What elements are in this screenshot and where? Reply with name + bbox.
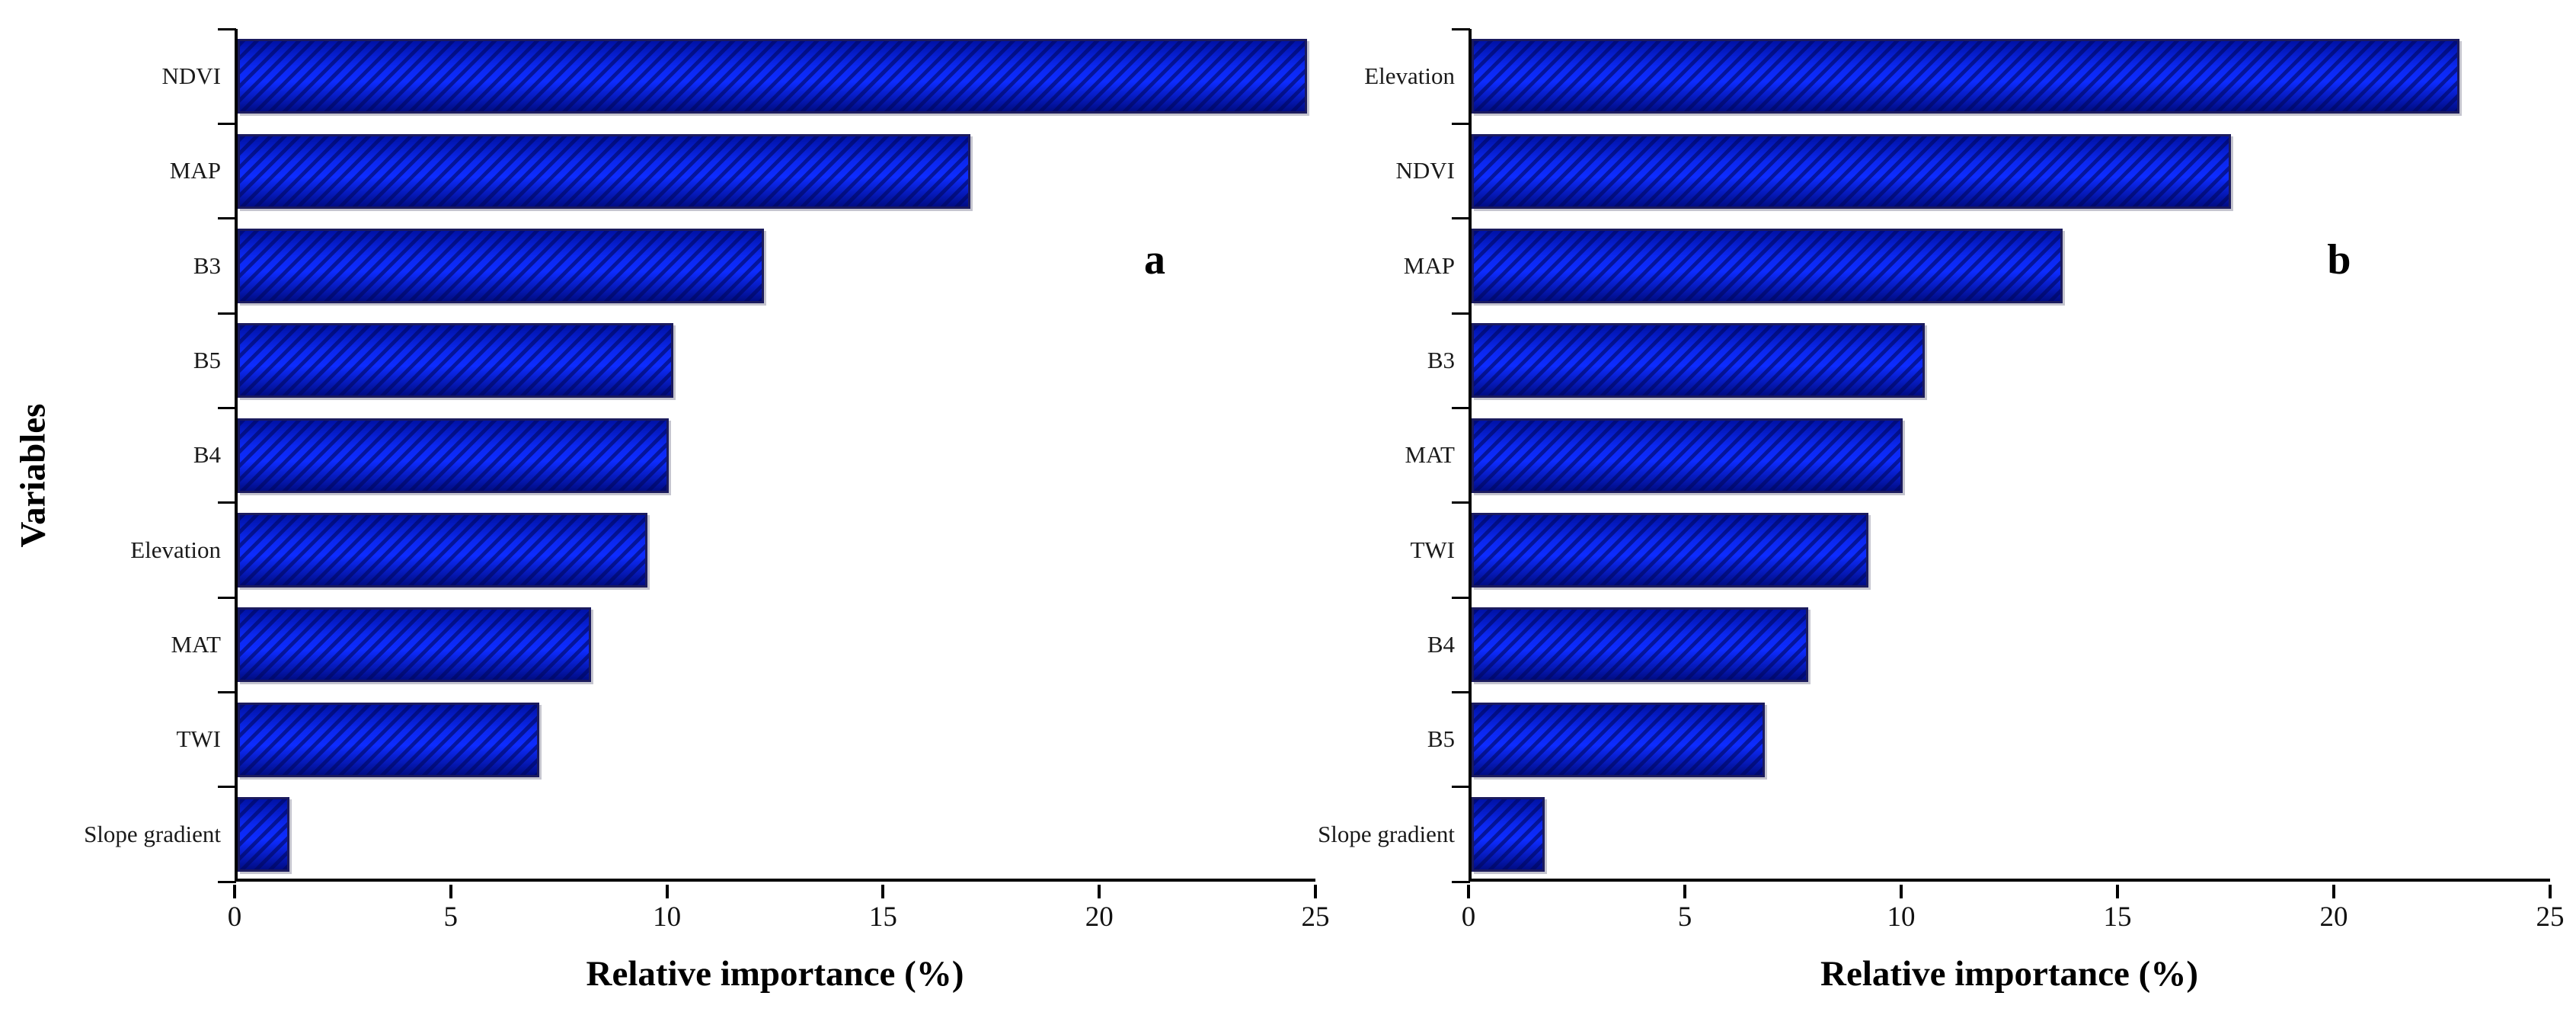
y-axis-tick <box>218 596 236 599</box>
x-axis-tick <box>881 885 885 898</box>
y-axis-tick <box>218 880 236 883</box>
x-axis-tick <box>2116 885 2119 898</box>
x-tick-label: 0 <box>1461 901 1476 933</box>
x-tick-label: 5 <box>1677 901 1692 933</box>
plot-area-b <box>1469 29 2550 882</box>
bar-ndvi <box>238 39 1307 114</box>
category-label: MAT <box>171 631 221 658</box>
category-label: Elevation <box>130 536 221 563</box>
x-axis-tick <box>1683 885 1686 898</box>
bar-map <box>1472 228 2063 303</box>
y-axis-tick <box>218 406 236 409</box>
category-label: B3 <box>193 251 221 279</box>
x-tick-label: 15 <box>868 901 897 933</box>
bar-b4 <box>238 418 669 493</box>
bar-mat <box>1472 418 1903 493</box>
x-axis-tick <box>2332 885 2335 898</box>
x-tick-label: 25 <box>1301 901 1330 933</box>
y-axis-tick <box>218 312 236 315</box>
x-tick-label: 15 <box>2103 901 2132 933</box>
category-label: B5 <box>1427 725 1455 753</box>
panel-letter-b: b <box>2327 236 2351 283</box>
x-tick-label: 5 <box>443 901 459 933</box>
bar-b5 <box>238 323 673 399</box>
panel-a: a Relative importance (%) NDVI MAP B3 B5 B4 E… <box>84 27 1330 992</box>
x-axis-title-a: Relative importance (%) <box>586 954 964 994</box>
panel-b: b Relative importance (%) Elevation NDVI M… <box>1318 27 2565 992</box>
x-tick-label: 0 <box>227 901 242 933</box>
y-axis-tick <box>218 122 236 125</box>
y-axis-tick <box>1452 786 1470 789</box>
y-axis-tick <box>1452 122 1470 125</box>
category-label: MAT <box>1405 441 1455 469</box>
x-axis-tick <box>2549 885 2552 898</box>
bar-elevation <box>238 512 647 588</box>
x-tick-label: 25 <box>2536 901 2565 933</box>
y-axis-tick <box>1452 27 1470 30</box>
y-axis-tick <box>218 27 236 30</box>
x-axis-tick <box>1467 885 1470 898</box>
bar-twi <box>1472 512 1869 588</box>
category-label: Slope gradient <box>84 820 221 847</box>
category-label: Elevation <box>1364 62 1455 90</box>
bar-ndvi <box>1472 133 2231 209</box>
y-axis-tick <box>218 501 236 504</box>
y-axis-tick <box>1452 501 1470 504</box>
y-axis-tick <box>218 786 236 789</box>
category-label: B4 <box>1427 631 1455 658</box>
y-axis-tick <box>218 690 236 693</box>
bar-b5 <box>1472 702 1766 777</box>
bar-b4 <box>1472 607 1808 683</box>
category-label: MAP <box>1403 251 1455 279</box>
y-axis-tick <box>1452 596 1470 599</box>
y-axis-tick <box>1452 406 1470 409</box>
bar-map <box>238 133 971 209</box>
category-label: TWI <box>1410 536 1455 563</box>
x-axis-tick <box>1314 885 1317 898</box>
x-tick-label: 20 <box>2319 901 2348 933</box>
x-axis-title-b: Relative importance (%) <box>1820 954 2198 994</box>
bar-mat <box>238 607 592 683</box>
plot-area-a <box>235 29 1315 882</box>
category-label: B3 <box>1427 347 1455 374</box>
panel-letter-a: a <box>1144 236 1165 283</box>
x-tick-label: 20 <box>1085 901 1114 933</box>
bar-slope-gradient <box>1472 796 1545 872</box>
category-label: NDVI <box>1395 157 1456 184</box>
x-axis-tick <box>1098 885 1101 898</box>
y-axis-tick <box>1452 312 1470 315</box>
bar-twi <box>238 702 540 777</box>
category-label: B4 <box>193 441 221 469</box>
x-axis-tick <box>1900 885 1903 898</box>
category-label: NDVI <box>161 62 222 90</box>
y-axis-tick <box>1452 880 1470 883</box>
bar-elevation <box>1472 39 2460 114</box>
bar-b3 <box>1472 323 1925 399</box>
category-label: TWI <box>176 725 221 753</box>
x-tick-label: 10 <box>653 901 682 933</box>
x-tick-label: 10 <box>1887 901 1916 933</box>
y-axis-tick <box>1452 217 1470 220</box>
bar-slope-gradient <box>238 796 289 872</box>
category-label: Slope gradient <box>1318 820 1455 847</box>
x-axis-tick <box>665 885 669 898</box>
y-axis-tick <box>218 217 236 220</box>
x-axis-tick <box>449 885 452 898</box>
category-label: MAP <box>169 157 221 184</box>
x-axis-tick <box>233 885 236 898</box>
bar-b3 <box>238 228 764 303</box>
y-axis-tick <box>1452 690 1470 693</box>
category-label: B5 <box>193 347 221 374</box>
